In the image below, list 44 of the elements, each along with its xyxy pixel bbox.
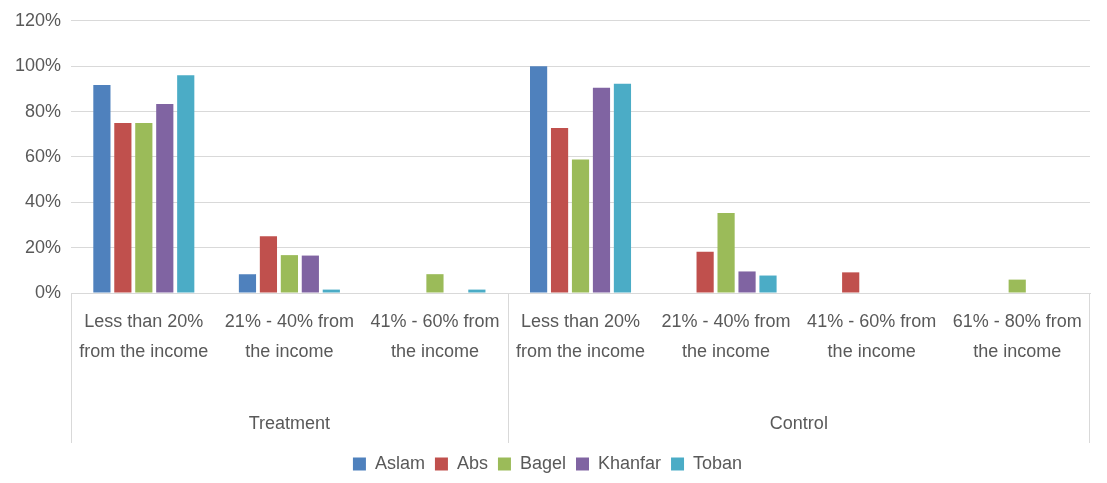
y-tick-label: 80% xyxy=(25,100,62,121)
bar xyxy=(177,75,195,293)
y-tick-label: 120% xyxy=(14,9,62,30)
bar xyxy=(135,122,153,293)
bar xyxy=(1008,279,1026,293)
bar xyxy=(259,236,278,293)
legend-label: Abs xyxy=(456,452,488,473)
bar xyxy=(738,271,756,293)
bar xyxy=(468,289,486,293)
text: Treatment xyxy=(248,412,331,433)
bar xyxy=(759,275,777,293)
bar xyxy=(592,87,611,293)
y-tick-label: 60% xyxy=(25,145,62,166)
bar xyxy=(842,272,860,293)
bar xyxy=(571,159,590,293)
bar xyxy=(93,84,111,293)
bar xyxy=(156,104,174,293)
bar xyxy=(426,274,444,293)
bar xyxy=(301,255,319,293)
bar xyxy=(717,212,735,293)
bar xyxy=(613,83,632,293)
x-tick-label: 41% - 60% from the income xyxy=(807,310,937,361)
y-tick-label: 100% xyxy=(14,55,62,76)
bar xyxy=(238,274,257,293)
y-tick-label: 40% xyxy=(25,191,62,212)
y-tick-label: 0% xyxy=(35,281,62,302)
bar xyxy=(530,66,548,293)
x-tick-label: Less than 20% from the income xyxy=(79,310,209,361)
legend-label: Khanfar xyxy=(597,452,662,473)
text: Control xyxy=(769,412,828,433)
legend-label: Toban xyxy=(693,452,743,473)
bar xyxy=(322,289,340,293)
x-tick-label: 21% - 40% from the income xyxy=(661,310,791,361)
bar xyxy=(696,251,714,293)
y-tick-label: 20% xyxy=(25,236,62,257)
bar xyxy=(280,255,298,293)
x-tick-label: 61% - 80% from the income xyxy=(952,310,1082,361)
x-tick-label: 41% - 60% from the income xyxy=(370,310,500,361)
bar xyxy=(114,122,132,293)
x-tick-label: 21% - 40% from the income xyxy=(224,310,354,361)
bar xyxy=(550,128,569,293)
legend-label: Aslam xyxy=(374,452,425,473)
x-tick-label: Less than 20% from the income xyxy=(515,310,646,361)
legend-label: Bagel xyxy=(519,452,566,473)
